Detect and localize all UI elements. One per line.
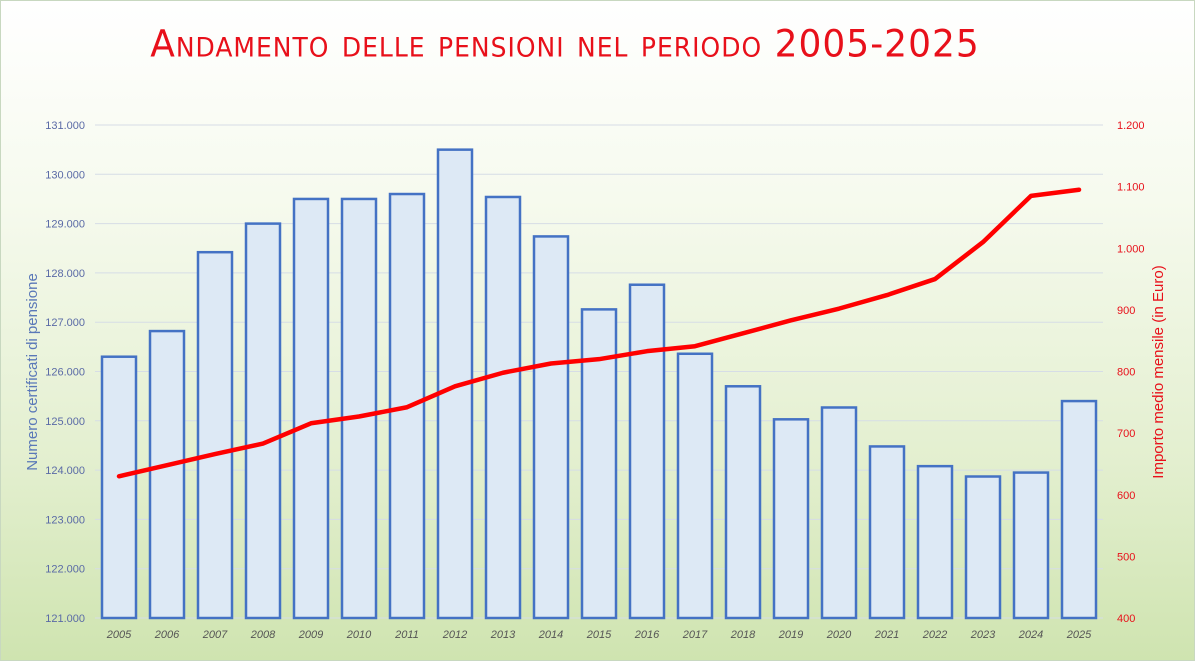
x-tick-label: 2021 [874, 629, 899, 641]
left-tick-label: 126.000 [45, 367, 85, 379]
x-tick-label: 2013 [490, 629, 516, 641]
bar-2014 [532, 235, 570, 620]
left-tick-label: 128.000 [45, 268, 85, 280]
bar-2022 [916, 464, 954, 620]
right-tick-label: 900 [1117, 305, 1135, 317]
bar-2010 [340, 197, 378, 620]
x-tick-label: 2020 [826, 629, 852, 641]
right-tick-label: 600 [1117, 490, 1135, 502]
left-tick-label: 121.000 [45, 613, 85, 625]
bar-2021 [868, 445, 906, 620]
right-axis-label: Importo medio mensile (in Euro) [1150, 265, 1167, 478]
x-tick-label: 2008 [250, 629, 276, 641]
left-axis-label: Numero certificati di pensione [24, 273, 41, 471]
bar-2007 [196, 250, 234, 620]
x-tick-label: 2025 [1066, 629, 1092, 641]
right-tick-label: 400 [1117, 613, 1135, 625]
x-tick-label: 2006 [154, 629, 180, 641]
left-tick-label: 124.000 [45, 465, 85, 477]
bar-2016 [628, 283, 666, 620]
x-axis-ticks: 2005 2006 2007 2008 2009 2010 2011 2012 2013 2014… [106, 629, 1092, 641]
left-tick-label: 130.000 [45, 169, 85, 181]
bar-2019 [772, 418, 810, 620]
x-tick-label: 2012 [442, 629, 467, 641]
right-tick-label: 500 [1117, 551, 1135, 563]
x-tick-label: 2016 [634, 629, 660, 641]
right-tick-label: 700 [1117, 428, 1135, 440]
bar-2018 [724, 385, 762, 620]
bar-2006 [148, 329, 186, 620]
bar-2008 [244, 222, 282, 620]
bar-2017 [676, 352, 714, 620]
x-tick-label: 2009 [298, 629, 323, 641]
x-tick-label: 2007 [202, 629, 228, 641]
right-tick-label: 1.100 [1117, 182, 1145, 194]
bar-2023 [964, 475, 1002, 620]
right-tick-label: 1.200 [1117, 120, 1145, 132]
x-tick-label: 2014 [538, 629, 563, 641]
right-tick-label: 1.000 [1117, 243, 1145, 255]
right-axis-ticks: 400 500 600 700 800 900 1.000 1.100 1.200 [1117, 120, 1145, 625]
bar-2020 [820, 406, 858, 620]
left-tick-label: 129.000 [45, 219, 85, 231]
left-tick-label: 127.000 [45, 317, 85, 329]
bar-2025 [1060, 399, 1098, 620]
line-series [116, 187, 1082, 479]
left-tick-label: 131.000 [45, 120, 85, 132]
x-tick-label: 2023 [970, 629, 996, 641]
x-tick-label: 2011 [394, 629, 419, 641]
bar-2024 [1012, 471, 1050, 620]
left-axis-ticks: 121.000 122.000 123.000 124.000 125.000 126.0… [45, 120, 85, 625]
pension-amount-line [116, 187, 1082, 479]
x-tick-label: 2015 [586, 629, 612, 641]
right-tick-label: 800 [1117, 367, 1135, 379]
x-tick-label: 2010 [346, 629, 372, 641]
left-tick-label: 125.000 [45, 416, 85, 428]
bar-2013 [484, 195, 522, 620]
left-tick-label: 123.000 [45, 514, 85, 526]
x-tick-label: 2017 [682, 629, 708, 641]
x-tick-label: 2005 [106, 629, 132, 641]
chart-title: Andamento delle pensioni nel periodo 200… [150, 22, 980, 67]
left-tick-label: 122.000 [45, 564, 85, 576]
x-tick-label: 2024 [1018, 629, 1043, 641]
x-tick-label: 2022 [922, 629, 947, 641]
x-tick-label: 2018 [730, 629, 756, 641]
bar-series [100, 148, 1098, 620]
x-tick-label: 2019 [778, 629, 803, 641]
bar-2009 [292, 197, 330, 620]
bar-2005 [100, 355, 138, 620]
